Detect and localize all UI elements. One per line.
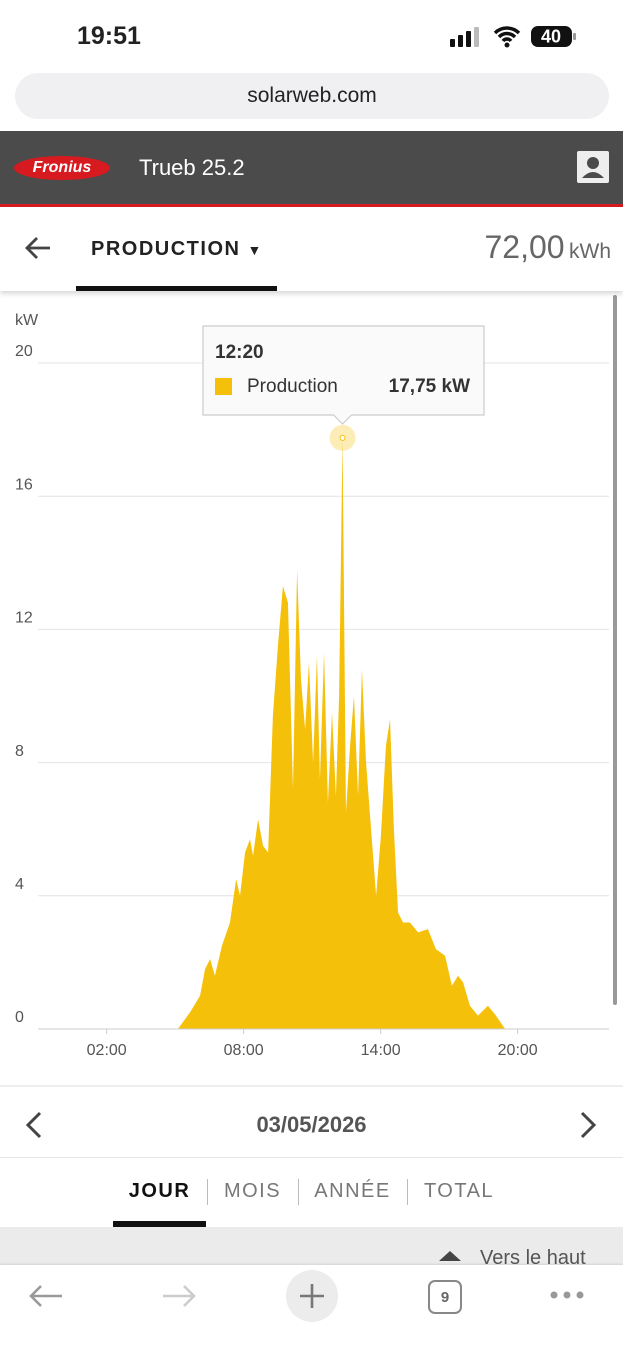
scrollbar — [613, 295, 617, 1005]
back-to-top-bar: Vers le haut — [0, 1227, 623, 1269]
period-tabs: JOUR MOIS ANNÉE TOTAL — [0, 1156, 623, 1227]
y-tick-label: 16 — [15, 476, 33, 493]
browser-forward[interactable] — [161, 1284, 197, 1308]
tooltip-box — [202, 325, 485, 425]
tab-count-text: 9 — [440, 1288, 450, 1306]
x-tick-label: 20:00 — [498, 1042, 538, 1059]
tooltip: 12:20 Production 17,75 kW — [202, 325, 485, 425]
tab-separator — [407, 1179, 408, 1205]
battery-level: 40 — [541, 26, 561, 46]
y-tick-label: 0 — [15, 1009, 24, 1026]
tooltip-swatch — [215, 378, 232, 395]
date-nav: 03/05/2026 — [0, 1085, 623, 1158]
tooltip-series: Production — [247, 376, 338, 397]
x-tick-label: 02:00 — [87, 1042, 127, 1059]
tooltip-time: 12:20 — [215, 342, 264, 363]
browser-toolbar: 9 — [0, 1265, 623, 1350]
tab-underline — [76, 286, 277, 291]
period-tab[interactable]: ANNÉE — [314, 1180, 391, 1202]
production-tab[interactable]: PRODUCTION ▼ — [91, 238, 263, 260]
y-tick-label: 4 — [15, 876, 24, 893]
period-tab[interactable]: TOTAL — [423, 1180, 495, 1202]
back-to-top[interactable]: Vers le haut — [480, 1247, 586, 1269]
daily-total: 72,00 kWh — [484, 229, 611, 266]
brand-logo[interactable]: Fronius — [14, 153, 112, 183]
tab-label: PRODUCTION — [91, 238, 241, 260]
tab-underline — [113, 1221, 206, 1227]
url-bar[interactable]: solarweb.com — [15, 73, 609, 119]
y-tick-label: 8 — [15, 743, 24, 760]
y-tick-label: 20 — [15, 343, 33, 360]
x-tick-label: 08:00 — [224, 1042, 264, 1059]
prev-day[interactable] — [24, 1111, 44, 1139]
tooltip-value: 17,75 kW — [389, 376, 470, 397]
hover-point — [339, 434, 346, 441]
total-value: 72,00 — [484, 229, 565, 265]
next-day[interactable] — [578, 1111, 598, 1139]
app-header: Fronius Trueb 25.2 — [0, 131, 623, 207]
up-arrow — [439, 1251, 461, 1261]
y-axis-label: kW — [15, 312, 39, 329]
chart: kW 0 4 8 12 16 20 02:00 08:00 14:00 20:00 12:20 Pro… — [15, 312, 609, 1059]
period-tab[interactable]: JOUR — [128, 1180, 191, 1202]
back-arrow[interactable] — [24, 235, 52, 261]
new-tab[interactable] — [286, 1270, 338, 1322]
toolbar: PRODUCTION ▼ 72,00 kWh — [0, 207, 623, 291]
tab-separator — [207, 1179, 208, 1205]
browser-back[interactable] — [28, 1284, 64, 1308]
date: 03/05/2026 — [256, 1112, 367, 1137]
status-icons: 40 — [450, 26, 576, 48]
period-tab[interactable]: MOIS — [223, 1180, 282, 1202]
more-menu[interactable] — [549, 1290, 585, 1300]
tab-separator — [298, 1179, 299, 1205]
url: solarweb.com — [247, 84, 377, 107]
user-icon[interactable] — [577, 151, 609, 183]
status-time: 19:51 — [77, 22, 141, 50]
x-tick-label: 14:00 — [361, 1042, 401, 1059]
brand: Fronius — [33, 159, 92, 176]
total-unit: kWh — [569, 240, 611, 263]
area — [177, 437, 506, 1029]
tab-count[interactable]: 9 — [428, 1280, 462, 1314]
site-name: Trueb 25.2 — [139, 155, 245, 180]
y-tick-label: 12 — [15, 610, 33, 627]
